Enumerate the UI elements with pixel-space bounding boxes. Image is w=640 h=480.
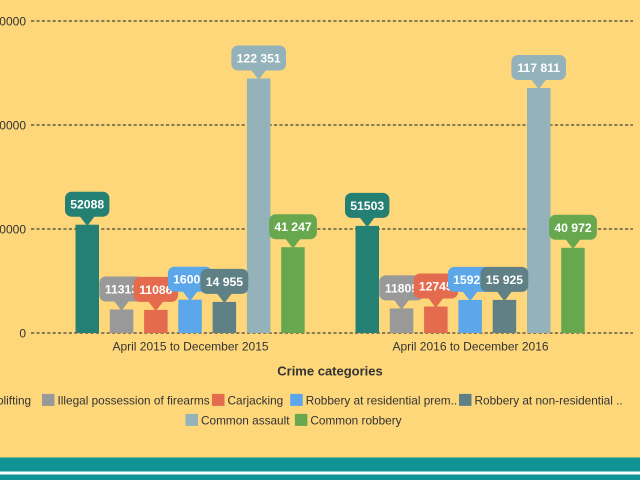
svg-text:41 247: 41 247 [274,220,311,234]
svg-text:0: 0 [19,327,26,341]
svg-text:11805: 11805 [385,281,418,295]
svg-text:117 811: 117 811 [517,61,560,75]
svg-text:14 955: 14 955 [206,275,243,289]
svg-text:150000: 150000 [0,15,26,29]
svg-text:50000: 50000 [0,223,26,237]
svg-text:Common robbery: Common robbery [310,413,401,427]
svg-text:Crime categories: Crime categories [277,364,383,379]
svg-text:April 2016 to December 2016: April 2016 to December 2016 [392,340,548,354]
svg-text:40 972: 40 972 [554,221,591,235]
svg-text:Illegal possession of firearms: Illegal possession of firearms [58,394,210,408]
svg-text:100000: 100000 [0,119,26,133]
svg-text:51503: 51503 [350,199,384,213]
svg-text:Carjacking: Carjacking [228,394,284,408]
svg-text:Robbery at residential prem..: Robbery at residential prem.. [306,394,457,408]
svg-text:16005: 16005 [173,273,207,287]
svg-text:11313: 11313 [105,283,138,297]
svg-text:122 351: 122 351 [237,52,281,66]
svg-text:12745: 12745 [419,280,453,294]
svg-text:Shoplifting: Shoplifting [0,394,31,408]
svg-text:Robbery at non-residential ..: Robbery at non-residential .. [475,394,623,408]
svg-text:52088: 52088 [70,198,104,212]
svg-text:Common assault: Common assault [201,413,290,427]
svg-text:15 925: 15 925 [486,273,523,287]
svg-text:April 2015 to December 2015: April 2015 to December 2015 [112,340,268,354]
svg-text:15925: 15925 [453,273,487,287]
svg-text:11086: 11086 [139,283,172,297]
